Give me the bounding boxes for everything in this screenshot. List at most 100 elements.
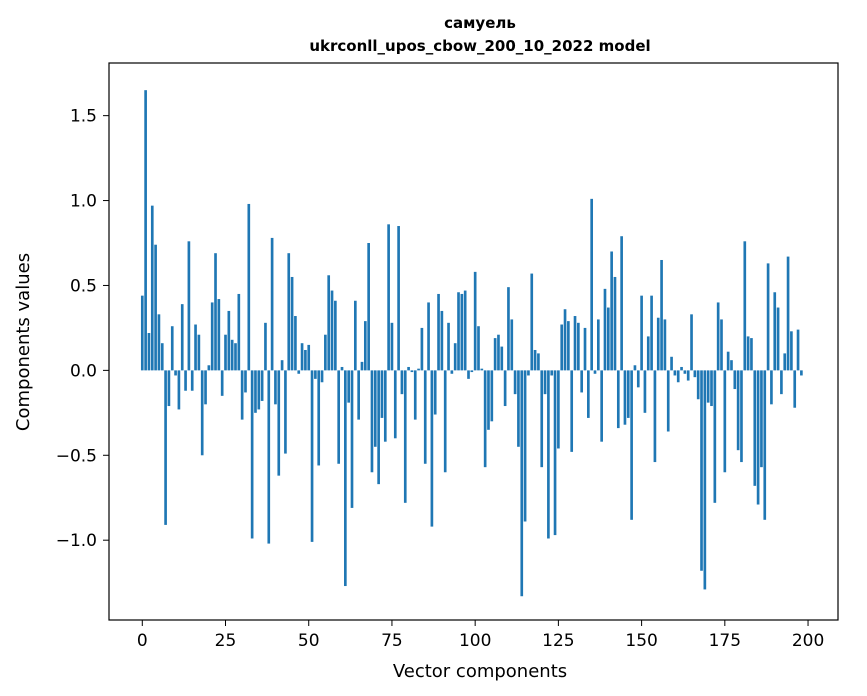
x-tick-label: 75: [381, 631, 403, 651]
bar: [314, 370, 317, 379]
bar: [467, 370, 470, 379]
bar: [317, 370, 321, 466]
bar: [423, 370, 427, 464]
bar: [160, 343, 164, 371]
bar: [290, 276, 294, 371]
bar: [190, 370, 194, 391]
bar: [537, 353, 540, 371]
bar: [437, 293, 440, 371]
bar: [363, 321, 367, 371]
bar: [523, 370, 527, 522]
bar: [327, 275, 331, 371]
bar: [543, 370, 547, 395]
bar: [300, 343, 304, 371]
bar: [403, 370, 407, 503]
bar: [590, 198, 594, 371]
bar: [217, 299, 221, 371]
bar: [673, 370, 677, 376]
bar: [297, 370, 301, 374]
bar: [377, 370, 380, 485]
bar: [736, 370, 740, 451]
plot-frame: [108, 62, 839, 621]
bar: [477, 326, 480, 371]
bar: [776, 307, 780, 371]
bar: [720, 319, 723, 371]
bar: [686, 370, 690, 381]
bar: [470, 370, 474, 373]
bar: [413, 370, 417, 420]
bar: [284, 370, 287, 454]
bar: [483, 370, 487, 468]
bar: [690, 314, 693, 371]
bar: [257, 370, 261, 410]
bar: [340, 366, 344, 371]
bar: [766, 263, 770, 371]
bar: [620, 236, 623, 371]
bar: [400, 370, 404, 395]
bar: [274, 370, 277, 405]
bars-group: [140, 90, 803, 597]
bar: [560, 324, 564, 371]
bar: [760, 370, 763, 468]
bar: [517, 370, 520, 447]
bar: [796, 329, 800, 371]
x-tick-label: 100: [459, 631, 491, 651]
bar: [197, 334, 201, 371]
y-tick-label: 1.5: [70, 107, 97, 127]
bar: [447, 322, 450, 371]
bar: [337, 370, 341, 464]
x-tick-label: 25: [215, 631, 237, 651]
bar: [520, 370, 524, 597]
bar: [497, 334, 500, 371]
bar: [490, 370, 494, 422]
bar: [577, 322, 580, 371]
bar: [247, 203, 251, 371]
bar: [140, 295, 144, 371]
bar: [463, 290, 467, 371]
bar: [706, 370, 710, 403]
bar: [427, 302, 430, 371]
bar: [550, 370, 554, 376]
bar: [370, 370, 374, 473]
bar: [487, 370, 490, 430]
bar: [167, 370, 171, 407]
bar: [726, 351, 730, 371]
bar: [557, 370, 560, 449]
bar: [170, 326, 174, 371]
bar: [440, 310, 444, 371]
bar: [616, 370, 620, 429]
bar: [790, 331, 793, 371]
bar: [307, 344, 311, 371]
x-tick-label: 0: [137, 631, 148, 651]
bar: [563, 309, 567, 371]
bar: [567, 321, 570, 371]
bar: [150, 205, 154, 371]
bar: [780, 370, 783, 395]
bar: [610, 251, 613, 371]
y-axis-label: Components values: [13, 253, 34, 431]
bar: [753, 370, 757, 486]
bar: [320, 370, 324, 383]
bar: [573, 316, 577, 371]
bar: [264, 322, 267, 371]
bar: [443, 370, 447, 473]
bar: [723, 370, 727, 473]
bar: [593, 370, 597, 374]
bar: [600, 370, 603, 442]
bar: [696, 370, 700, 400]
bar: [347, 370, 351, 403]
bar: [473, 271, 477, 371]
bar: [227, 310, 231, 371]
bar: [180, 304, 184, 371]
bar: [510, 319, 514, 371]
bar: [450, 370, 454, 374]
bar: [670, 356, 673, 371]
bar: [367, 243, 370, 371]
bar: [650, 295, 653, 371]
y-tick-label: 1.0: [70, 192, 97, 212]
bar: [703, 370, 707, 590]
bar: [280, 360, 284, 371]
bar: [503, 370, 507, 407]
bar: [267, 370, 271, 544]
